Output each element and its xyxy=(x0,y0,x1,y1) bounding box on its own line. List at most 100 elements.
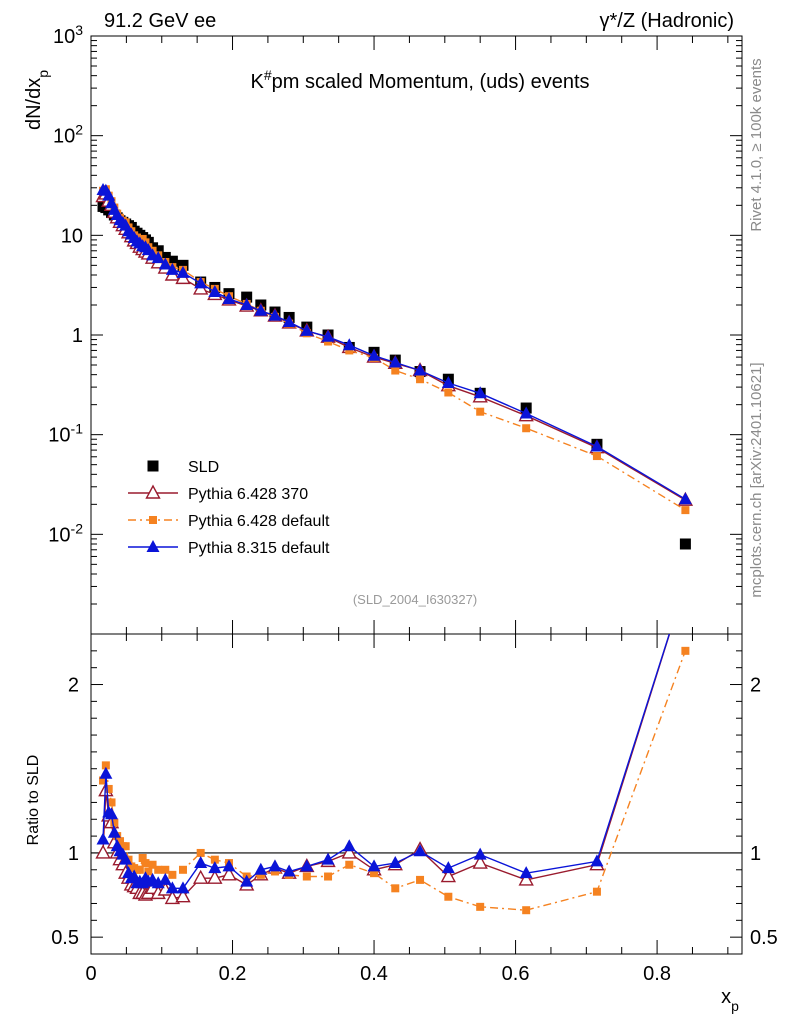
series-sld xyxy=(97,200,691,550)
data-point xyxy=(268,308,282,321)
data-point xyxy=(476,902,485,911)
data-point xyxy=(254,862,268,875)
data-point xyxy=(138,854,147,862)
data-point xyxy=(440,868,457,883)
data-point xyxy=(519,406,533,419)
legend-item: Pythia 6.428 370 xyxy=(128,484,308,503)
data-point xyxy=(441,861,455,874)
data-point xyxy=(161,865,170,874)
data-point xyxy=(240,297,254,310)
legend-marker xyxy=(149,516,157,524)
data-point xyxy=(444,388,453,397)
y-tick-label: 10 xyxy=(61,225,83,247)
data-point xyxy=(210,855,219,864)
data-point xyxy=(519,866,533,879)
y-tick-label: 103 xyxy=(53,22,83,48)
series-pythia-6-428-370 xyxy=(95,185,694,506)
data-point xyxy=(679,538,691,550)
series-pythia-8-315-default xyxy=(96,634,671,894)
data-point xyxy=(166,255,178,267)
data-point xyxy=(164,889,181,905)
data-point xyxy=(413,844,427,857)
series-clip-group xyxy=(95,183,694,550)
data-point xyxy=(194,856,208,869)
legend-marker xyxy=(147,460,159,472)
data-point xyxy=(300,859,314,872)
data-point xyxy=(151,876,165,889)
source-citation-label: mcplots.cern.ch [arXiv:2401.10621] xyxy=(748,362,765,597)
ratio-y-axis-label: Ratio to SLD xyxy=(25,755,42,846)
data-point xyxy=(592,452,601,461)
data-point xyxy=(193,869,209,884)
plot-title: K#pm scaled Momentum, (uds) events xyxy=(250,67,589,93)
series-clip-group xyxy=(95,576,692,915)
data-point xyxy=(104,784,113,793)
y-tick-label: 102 xyxy=(53,122,83,148)
data-point xyxy=(207,869,223,884)
data-point xyxy=(416,875,425,884)
data-point xyxy=(342,338,356,351)
ratio-y-ticks: 0.5 0.5 1 1 2 2 xyxy=(51,650,778,949)
data-point xyxy=(472,854,488,869)
data-point xyxy=(592,887,601,896)
data-point xyxy=(105,807,119,820)
legend-item: Pythia 6.428 default xyxy=(128,513,330,530)
data-point xyxy=(679,576,692,588)
ratio-plot-frame xyxy=(90,633,743,955)
y-tick-label: 10-2 xyxy=(48,520,83,546)
data-point xyxy=(208,285,222,298)
series-line xyxy=(102,650,687,911)
x-tick-label: 0 xyxy=(85,963,96,985)
ratio-plot-area: 0 0.2 0.4 0.6 0.8 0.5 0.5 1 1 2 2 xyxy=(51,36,778,985)
series-line xyxy=(102,634,671,900)
data-point xyxy=(370,869,379,878)
data-point xyxy=(107,825,121,838)
data-point xyxy=(345,346,354,355)
x-axis-label: xp xyxy=(721,986,739,1014)
data-point xyxy=(388,355,402,368)
data-point xyxy=(282,315,296,328)
watermark: (SLD_2004_I630327) xyxy=(353,592,477,607)
rivet-version-label: Rivet 4.1.0, ≥ 100k events xyxy=(748,58,765,231)
x-ticks: 0 0.2 0.4 0.6 0.8 xyxy=(85,36,729,985)
series-pythia-6-428-370 xyxy=(95,576,692,905)
main-plot-area: 10-2 10-1 1 10 102 103 xyxy=(48,22,742,635)
legend-label: SLD xyxy=(188,459,219,476)
data-point xyxy=(177,259,189,271)
data-point xyxy=(367,348,381,361)
data-point xyxy=(175,888,191,903)
data-point xyxy=(300,323,314,336)
legend-label: Pythia 6.428 default xyxy=(188,513,330,530)
data-point xyxy=(678,492,692,505)
data-point xyxy=(135,865,144,874)
data-point xyxy=(222,859,236,872)
legend-marker xyxy=(146,540,160,552)
data-point xyxy=(168,870,177,879)
data-point xyxy=(165,262,179,275)
x-tick-label: 0.2 xyxy=(219,963,247,985)
series-pythia-6-428-default xyxy=(99,646,690,915)
data-point xyxy=(176,265,190,278)
legend: SLD Pythia 6.428 370 Pythia 6.428 default P… xyxy=(128,459,330,557)
y-tick-label: 1 xyxy=(68,843,79,865)
data-point xyxy=(416,375,425,384)
legend-marker xyxy=(145,484,161,499)
data-point xyxy=(141,859,150,868)
x-tick-label: 0.6 xyxy=(502,963,530,985)
data-point xyxy=(441,375,455,388)
data-point xyxy=(476,407,485,416)
legend-label: Pythia 8.315 default xyxy=(188,540,330,557)
data-point xyxy=(518,871,534,886)
data-point xyxy=(119,852,133,865)
data-point xyxy=(158,257,172,270)
legend-item: Pythia 8.315 default xyxy=(128,540,330,557)
data-point xyxy=(270,867,279,876)
data-point xyxy=(522,424,531,433)
y-tick-label: 0.5 xyxy=(750,927,778,949)
data-point xyxy=(241,291,253,303)
data-point xyxy=(341,844,357,859)
data-point xyxy=(96,832,110,845)
data-point xyxy=(221,866,237,881)
data-point xyxy=(681,506,690,515)
